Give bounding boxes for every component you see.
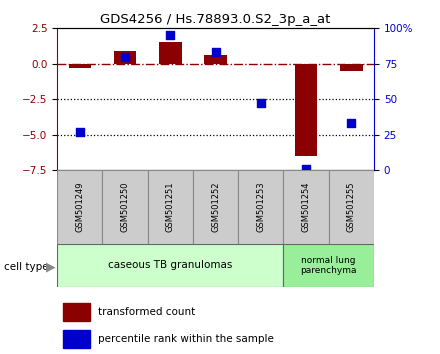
Bar	[238, 170, 283, 244]
Text: transformed count: transformed count	[98, 307, 195, 317]
Bar	[204, 55, 227, 64]
Bar	[114, 51, 136, 64]
Title: GDS4256 / Hs.78893.0.S2_3p_a_at: GDS4256 / Hs.78893.0.S2_3p_a_at	[100, 13, 331, 26]
Bar	[340, 64, 363, 71]
Bar	[57, 170, 103, 244]
Bar	[63, 303, 91, 321]
Text: percentile rank within the sample: percentile rank within the sample	[98, 334, 274, 344]
Text: ▶: ▶	[46, 260, 56, 273]
Text: GSM501250: GSM501250	[121, 182, 130, 232]
Bar	[283, 244, 374, 287]
Point	[348, 120, 355, 126]
Point	[212, 50, 219, 55]
Text: GSM501252: GSM501252	[211, 182, 220, 232]
Point	[121, 54, 128, 59]
Point	[303, 166, 310, 171]
Bar	[295, 64, 317, 156]
Bar	[148, 170, 193, 244]
Text: GSM501254: GSM501254	[301, 182, 311, 232]
Text: GSM501255: GSM501255	[347, 182, 356, 232]
Bar	[193, 170, 238, 244]
Bar	[283, 170, 329, 244]
Bar	[69, 64, 91, 68]
Point	[76, 129, 83, 135]
Text: GSM501249: GSM501249	[75, 182, 84, 232]
Point	[257, 101, 264, 106]
Text: GSM501251: GSM501251	[166, 182, 175, 232]
Text: GSM501253: GSM501253	[257, 182, 265, 233]
Bar	[57, 244, 283, 287]
Text: normal lung
parenchyma: normal lung parenchyma	[301, 256, 357, 275]
Text: cell type: cell type	[4, 262, 49, 272]
Bar	[329, 170, 374, 244]
Text: caseous TB granulomas: caseous TB granulomas	[108, 261, 232, 270]
Point	[167, 33, 174, 38]
Bar	[103, 170, 148, 244]
Bar	[159, 42, 182, 64]
Bar	[63, 330, 91, 348]
